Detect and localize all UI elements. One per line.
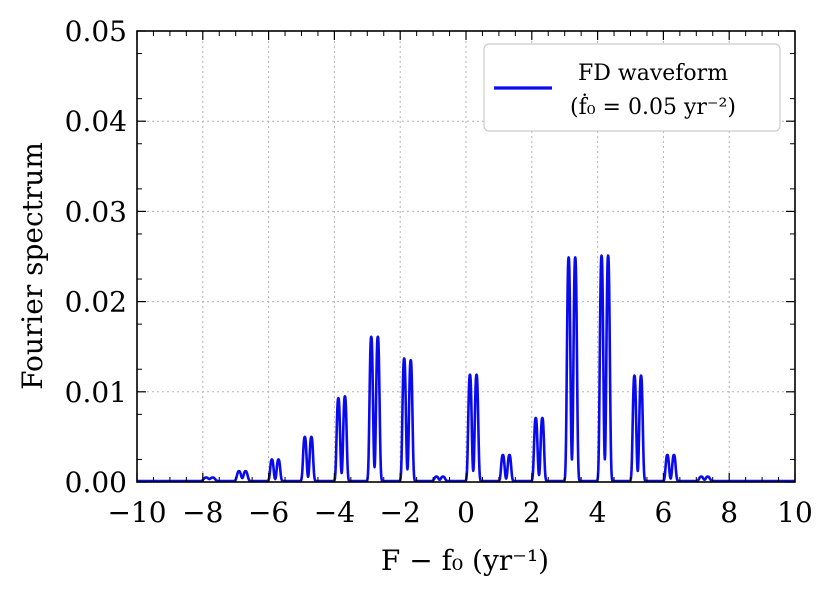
x-tick-label: 6 — [654, 496, 672, 529]
x-tick-label: 0 — [457, 496, 475, 529]
x-tick-labels: −10 −8 −6 −4 −2 0 2 4 6 8 10 — [107, 496, 812, 529]
y-axis-label: Fourier spectrum — [16, 142, 49, 390]
x-tick-label: 8 — [720, 496, 738, 529]
x-tick-label: 2 — [523, 496, 541, 529]
x-tick-label: 10 — [777, 496, 813, 529]
legend: FD waveform (ḟ₀ = 0.05 yr⁻²) — [483, 43, 781, 132]
y-tick-label: 0.05 — [65, 15, 127, 48]
x-tick-label: −2 — [380, 496, 421, 529]
y-tick-label: 0.04 — [65, 105, 127, 138]
y-tick-label: 0.03 — [65, 195, 127, 228]
x-axis-label: F − f₀ (yr⁻¹) — [381, 544, 549, 577]
y-tick-label: 0.00 — [65, 466, 127, 499]
x-tick-label: −6 — [248, 496, 289, 529]
plot-frame — [136, 30, 796, 483]
y-tick-labels: 0.00 0.01 0.02 0.03 0.04 0.05 — [65, 15, 127, 499]
x-tick-label: 4 — [589, 496, 607, 529]
y-tick-label: 0.01 — [65, 376, 127, 409]
x-tick-label: −4 — [314, 496, 355, 529]
legend-box — [483, 43, 781, 132]
legend-label-line2: (ḟ₀ = 0.05 yr⁻²) — [570, 93, 736, 120]
y-tick-label: 0.02 — [65, 286, 127, 319]
legend-label-line1: FD waveform — [578, 61, 728, 86]
x-tick-label: −10 — [107, 496, 166, 529]
x-tick-label: −8 — [182, 496, 223, 529]
